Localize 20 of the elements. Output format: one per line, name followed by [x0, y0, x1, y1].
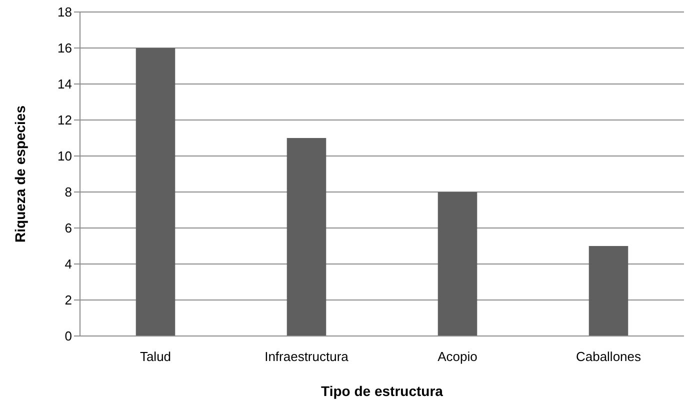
y-tick-label: 8 [64, 184, 72, 200]
x-axis-title: Tipo de estructura [321, 383, 444, 399]
y-tick-label: 14 [58, 76, 72, 92]
y-tick-label: 2 [64, 292, 72, 308]
x-tick-label: Acopio [438, 349, 478, 364]
y-axis-title: Riqueza de especies [12, 105, 28, 242]
x-tick-label: Talud [140, 349, 172, 364]
x-tick-label: Infraestructura [264, 349, 350, 364]
bar [438, 192, 478, 336]
y-tick-label: 6 [64, 220, 72, 236]
y-tick-label: 10 [58, 148, 72, 164]
x-tick-label: Caballones [576, 349, 642, 364]
bar [136, 48, 176, 336]
y-tick-label: 12 [58, 112, 72, 128]
bar [588, 246, 628, 336]
y-tick-label: 18 [58, 4, 72, 20]
bar [286, 138, 326, 336]
y-tick-label: 0 [64, 328, 72, 344]
y-tick-label: 4 [64, 256, 72, 272]
y-tick-label: 16 [58, 40, 72, 56]
